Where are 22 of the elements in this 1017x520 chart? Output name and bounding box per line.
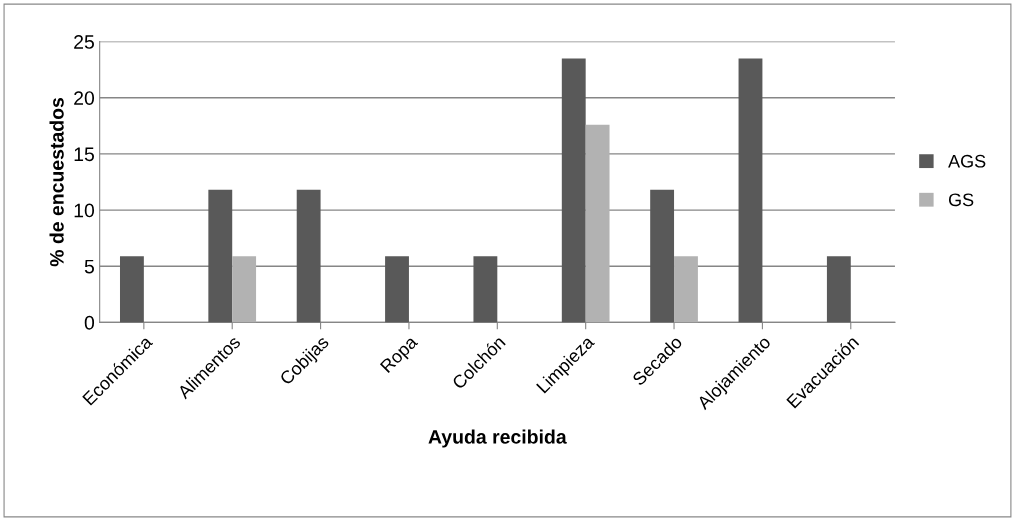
y-tick-label: 10	[74, 203, 95, 218]
legend-label: GS	[948, 193, 974, 207]
bar	[561, 58, 586, 323]
bar	[585, 124, 610, 323]
y-tick-label: 5	[84, 259, 94, 274]
y-tick-label: 15	[74, 147, 94, 162]
y-axis-title: % de encuestados	[49, 97, 64, 267]
bar	[232, 256, 257, 323]
x-axis-title: Ayuda recibida	[428, 429, 567, 448]
bar	[385, 256, 409, 323]
bar	[826, 256, 851, 323]
bar	[650, 189, 675, 323]
legend-label: AGS	[948, 154, 986, 168]
bar	[208, 189, 233, 323]
bar	[119, 256, 144, 323]
bar	[296, 189, 321, 323]
bar	[674, 256, 698, 323]
y-tick-label: 25	[74, 35, 94, 49]
y-tick-label: 0	[84, 315, 95, 330]
y-tick-label: 20	[74, 91, 95, 105]
bar	[473, 256, 498, 323]
bar	[738, 58, 763, 323]
